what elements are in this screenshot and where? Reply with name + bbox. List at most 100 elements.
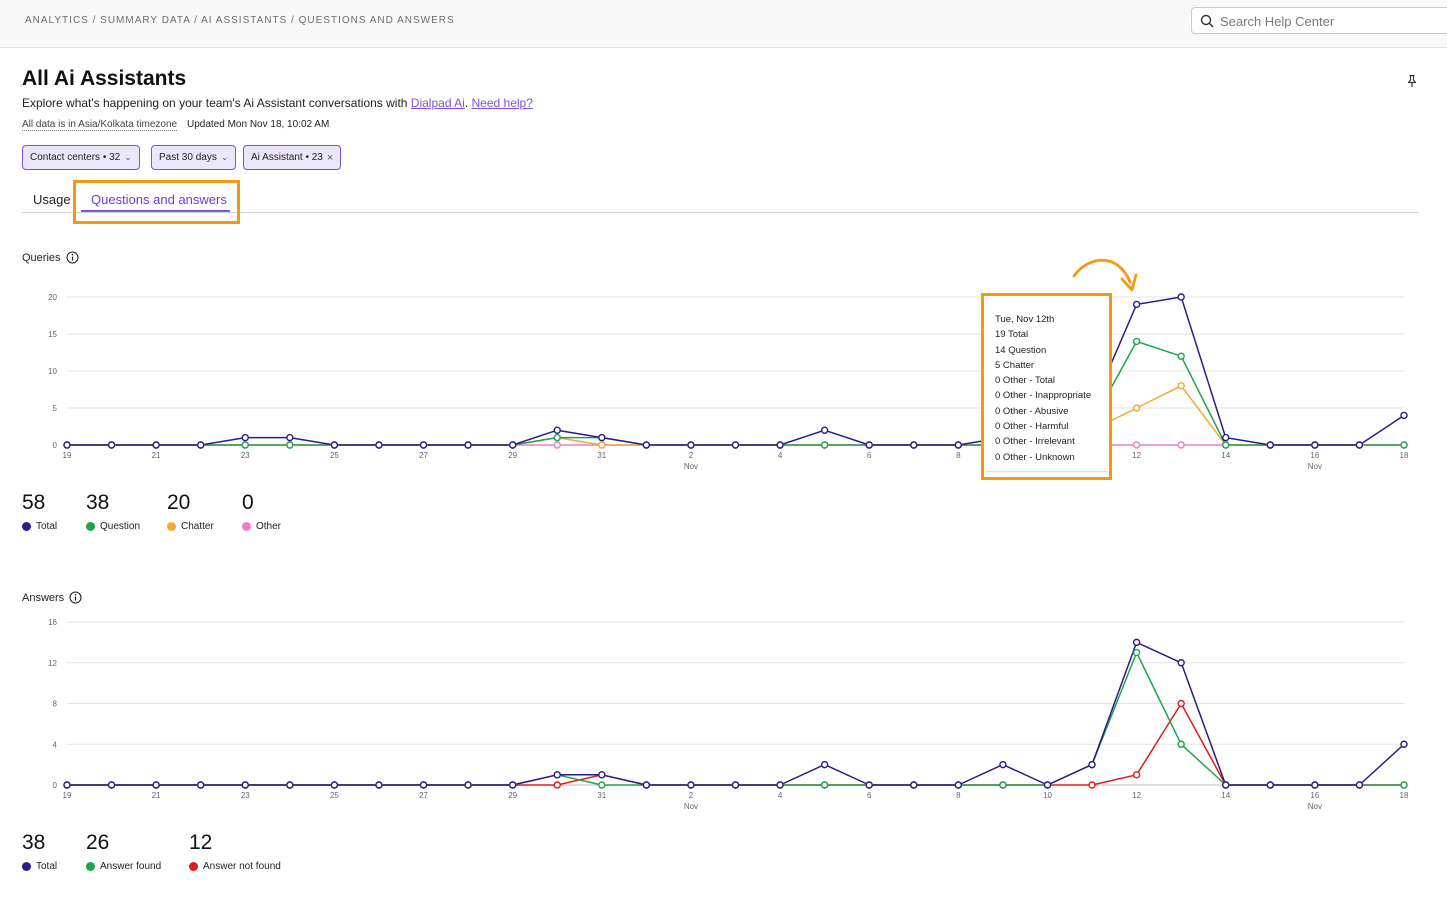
data-point xyxy=(776,441,784,449)
queries-stat-question: 38 Question xyxy=(86,491,140,532)
data-point xyxy=(241,441,249,449)
info-icon[interactable] xyxy=(65,251,79,264)
contact-centers-filter[interactable]: Contact centers • 32 ⌄ xyxy=(22,145,140,170)
data-point xyxy=(687,441,695,449)
data-point xyxy=(553,433,561,442)
data-point xyxy=(820,760,829,769)
y-tick-label: 0 xyxy=(53,781,58,790)
data-point xyxy=(1132,404,1141,412)
top-bar: ANALYTICS / SUMMARY DATA / AI ASSISTANTS… xyxy=(0,0,1447,48)
breadcrumb[interactable]: ANALYTICS / SUMMARY DATA / AI ASSISTANTS… xyxy=(25,15,455,26)
data-point xyxy=(508,441,517,449)
data-point xyxy=(464,781,472,789)
data-point xyxy=(1177,293,1185,301)
data-point xyxy=(1177,441,1185,449)
x-tick-label: 25 xyxy=(330,451,339,460)
data-point xyxy=(553,781,561,789)
stat-label-text: Answer found xyxy=(100,861,162,872)
x-tick-label: 12 xyxy=(1132,791,1141,800)
answers-chart[interactable]: 0 4 8 12 16 19 21 23 25 27 29 31 2 4 6 8 10 12 14 16 18 Nov No… xyxy=(0,612,1447,812)
tooltip-line: 0 Other - Inappropriate xyxy=(995,390,1092,402)
data-point xyxy=(776,781,784,789)
pin-icon[interactable] xyxy=(1405,74,1419,88)
queries-title: Queries xyxy=(22,251,61,264)
dialpad-ai-link[interactable]: Dialpad Ai xyxy=(410,96,465,110)
need-help-link[interactable]: Need help? xyxy=(471,96,533,110)
data-point xyxy=(464,441,472,449)
stat-label: Total xyxy=(22,861,57,872)
x-tick-label: 14 xyxy=(1221,451,1230,460)
data-point xyxy=(1177,382,1185,390)
stat-label: Chatter xyxy=(167,521,214,532)
annotation-arrow-icon xyxy=(1072,258,1138,292)
data-point xyxy=(1132,337,1141,346)
queries-section-title: Queries xyxy=(22,251,79,264)
data-point xyxy=(598,771,606,779)
tooltip-line: 0 Other - Unknown xyxy=(995,451,1075,463)
close-icon[interactable]: × xyxy=(326,151,334,164)
data-point xyxy=(1177,659,1185,667)
date-range-filter[interactable]: Past 30 days ⌄ xyxy=(151,145,237,170)
stat-label: Total xyxy=(22,521,57,532)
data-point xyxy=(910,781,918,789)
data-point xyxy=(954,441,963,449)
data-point xyxy=(1222,781,1230,789)
data-point xyxy=(1311,441,1319,449)
tooltip-divider xyxy=(986,471,1107,472)
filter-label: Ai Assistant • 23 xyxy=(251,152,323,163)
x-tick-label: 21 xyxy=(152,791,161,800)
x-tick-label: 16 xyxy=(1310,791,1319,800)
y-tick-label: 10 xyxy=(48,367,57,376)
x-tick-label: 16 xyxy=(1310,451,1319,460)
x-tick-label: 6 xyxy=(867,451,872,460)
tab-usage[interactable]: Usage xyxy=(33,192,71,207)
chevron-down-icon: ⌄ xyxy=(220,152,229,162)
chart-tooltip: Tue, Nov 12th 19 Total 14 Question 5 Cha… xyxy=(981,293,1112,480)
x-tick-label: 23 xyxy=(241,791,250,800)
x-month-label: Nov xyxy=(684,802,698,811)
x-tick-label: 18 xyxy=(1400,451,1409,460)
legend-dot xyxy=(22,522,31,531)
stat-label-text: Total xyxy=(36,521,58,532)
data-point xyxy=(63,781,71,789)
stat-label: Question xyxy=(86,521,140,532)
data-point xyxy=(1177,699,1185,708)
x-tick-label: 27 xyxy=(419,791,428,800)
search-input[interactable] xyxy=(1220,12,1440,30)
filter-label: Contact centers • 32 xyxy=(30,152,121,163)
legend-dot xyxy=(86,522,95,531)
x-tick-label: 29 xyxy=(508,791,517,800)
subtitle-separator: . xyxy=(464,96,472,110)
data-point xyxy=(241,781,249,789)
tooltip-line: 0 Other - Irrelevant xyxy=(995,436,1075,448)
data-point xyxy=(642,441,651,449)
data-point xyxy=(1400,740,1408,748)
data-point xyxy=(330,781,339,789)
x-tick-label: 8 xyxy=(956,791,961,800)
data-point xyxy=(1266,441,1275,449)
data-point xyxy=(1132,771,1141,779)
search-box[interactable] xyxy=(1191,7,1447,34)
y-tick-label: 16 xyxy=(48,618,57,627)
series-line xyxy=(67,651,1404,786)
data-point xyxy=(1088,781,1096,789)
data-point xyxy=(1400,411,1408,420)
queries-stat-chatter: 20 Chatter xyxy=(167,491,214,532)
legend-dot xyxy=(189,862,198,871)
legend-dot xyxy=(242,522,251,531)
data-point xyxy=(1043,781,1052,789)
stat-value: 58 xyxy=(22,491,46,514)
timezone-note[interactable]: All data is in Asia/Kolkata timezone xyxy=(22,119,178,131)
search-icon xyxy=(1200,14,1214,28)
x-tick-label: 23 xyxy=(241,451,250,460)
x-tick-label: 18 xyxy=(1400,791,1409,800)
x-tick-label: 19 xyxy=(63,791,72,800)
info-icon[interactable] xyxy=(69,591,82,604)
ai-assistant-filter[interactable]: Ai Assistant • 23 × xyxy=(243,145,342,170)
updated-timestamp: Updated Mon Nov 18, 10:02 AM xyxy=(187,119,330,130)
queries-chart[interactable]: 051015201921232527293124681012141618NovN… xyxy=(0,282,1447,477)
tab-questions-and-answers[interactable]: Questions and answers xyxy=(91,192,227,207)
stat-value: 26 xyxy=(86,831,110,854)
stat-label-text: Chatter xyxy=(181,521,214,532)
y-tick-label: 20 xyxy=(48,293,57,302)
